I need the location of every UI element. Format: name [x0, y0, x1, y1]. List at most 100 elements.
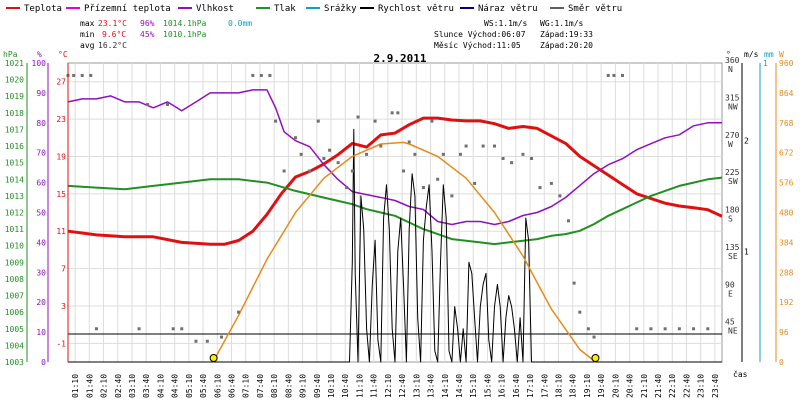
dir-point	[421, 186, 425, 190]
dir-point	[473, 181, 477, 185]
legend-pressure: Tlak	[274, 4, 296, 14]
dir-point	[180, 327, 184, 331]
dir-point	[510, 161, 514, 165]
w-tick-label: 672	[779, 149, 794, 158]
dir-point	[274, 119, 278, 123]
hpa-tick-label: 1019	[5, 92, 24, 101]
c-tick-label: 15	[56, 190, 66, 199]
sun-moon-info: WS:1.1m/s WG:1.1m/s Slunce Východ:06:07 …	[434, 19, 593, 50]
dir-point	[413, 152, 417, 156]
unit-headers: hPa % °C ° m/s mm W	[3, 50, 784, 59]
stat-max-rain: 0.0mm	[228, 19, 252, 28]
dir-point	[521, 152, 525, 156]
dir-point	[501, 157, 505, 161]
dir-point	[282, 169, 286, 173]
time-tick-label: 17:40	[540, 374, 549, 398]
c-tick-label: 19	[56, 152, 66, 161]
legend-humidity: Vlhkost	[196, 4, 234, 14]
hpa-tick-label: 1012	[5, 209, 24, 218]
pct-tick-label: 30	[36, 268, 46, 277]
dir-point	[299, 152, 303, 156]
axes: 1021102010191018101710161015101410131012…	[5, 56, 794, 398]
info-sun-set: Západ:19:33	[540, 30, 593, 39]
time-tick-label: 06:40	[228, 374, 237, 398]
dir-tick-label: S	[728, 215, 733, 224]
w-tick-label: 960	[779, 59, 794, 68]
series-layer	[66, 73, 723, 363]
legend-gust: Náraz větru	[478, 4, 538, 14]
time-tick-label: 07:10	[242, 374, 251, 398]
hpa-tick-label: 1014	[5, 175, 24, 184]
pct-tick-label: 20	[36, 298, 46, 307]
unit-ms: m/s	[744, 50, 759, 59]
time-tick-label: 19:10	[583, 374, 592, 398]
dir-point	[464, 144, 468, 148]
w-tick-label: 288	[779, 268, 794, 277]
dir-point	[259, 73, 263, 77]
dir-point	[194, 339, 198, 343]
time-tick-label: 01:10	[71, 374, 80, 398]
pct-tick-label: 100	[32, 59, 47, 68]
unit-w: W	[779, 50, 784, 59]
info-sun-rise: Slunce Východ:06:07	[434, 30, 526, 39]
unit-deg: °	[726, 50, 731, 59]
dir-point	[677, 327, 681, 331]
w-tick-label: 0	[779, 358, 784, 367]
time-tick-label: 15:40	[483, 374, 492, 398]
unit-mm: mm	[764, 50, 774, 59]
info-ws: WS:1.1m/s	[484, 19, 528, 28]
time-tick-label: 10:10	[327, 374, 336, 398]
time-tick-label: 11:40	[370, 374, 379, 398]
pct-tick-label: 90	[36, 89, 46, 98]
hpa-tick-label: 1011	[5, 225, 24, 234]
stat-avg-label: avg	[80, 41, 95, 50]
time-tick-label: 14:10	[441, 374, 450, 398]
dir-point	[649, 327, 653, 331]
dir-point	[146, 103, 150, 107]
w-tick-label: 864	[779, 89, 794, 98]
pct-tick-label: 60	[36, 179, 46, 188]
hpa-tick-label: 1010	[5, 242, 24, 251]
time-tick-label: 07:40	[256, 374, 265, 398]
stat-max-hum: 96%	[140, 19, 155, 28]
dir-point	[529, 157, 533, 161]
dir-point	[612, 73, 616, 77]
time-tick-label: 19:40	[597, 374, 606, 398]
dir-point	[396, 111, 400, 115]
c-tick-label: 11	[56, 227, 66, 236]
w-tick-label: 96	[779, 328, 789, 337]
legend-feels: Přízemní teplota	[84, 4, 171, 14]
legend-wind: Rychlost větru	[378, 4, 454, 14]
dir-point	[72, 73, 76, 77]
c-tick-label: -1	[56, 339, 66, 348]
series-line-2	[67, 176, 723, 246]
sunset-marker	[591, 354, 600, 362]
info-moon-rise: Měsíc Východ:11:05	[434, 41, 521, 50]
grid	[67, 62, 723, 363]
hpa-tick-label: 1018	[5, 109, 24, 118]
time-tick-label: 23:40	[711, 374, 720, 398]
dir-point	[80, 73, 84, 77]
info-moon-set: Západ:20:20	[540, 41, 593, 50]
pct-tick-label: 50	[36, 209, 46, 218]
time-tick-label: 23:10	[697, 374, 706, 398]
time-tick-label: 05:40	[199, 374, 208, 398]
dir-point	[336, 161, 340, 165]
dir-point	[220, 335, 224, 339]
time-tick-label: 11:10	[355, 374, 364, 398]
dir-point	[592, 335, 596, 339]
time-tick-label: 05:10	[185, 374, 194, 398]
series-line-0	[67, 116, 723, 246]
legend-dir: Směr větru	[568, 4, 622, 14]
dir-point	[356, 115, 360, 119]
time-tick-label: 16:10	[498, 374, 507, 398]
time-tick-label: 12:10	[384, 374, 393, 398]
hpa-tick-label: 1016	[5, 142, 24, 151]
c-tick-label: 7	[61, 265, 66, 274]
dir-point	[171, 327, 175, 331]
dir-point	[450, 194, 454, 198]
hpa-tick-label: 1013	[5, 192, 24, 201]
pct-tick-label: 0	[41, 358, 46, 367]
info-wg: WG:1.1m/s	[540, 19, 584, 28]
